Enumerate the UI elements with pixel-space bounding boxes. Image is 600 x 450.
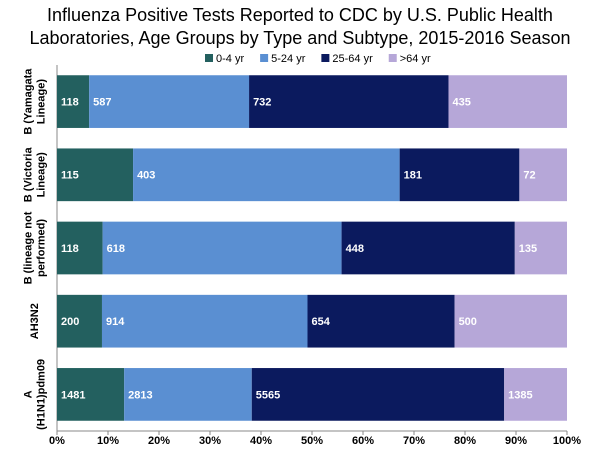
data-label: 403 — [137, 170, 155, 182]
data-label: 135 — [519, 243, 537, 255]
legend-swatch — [260, 54, 269, 62]
bar-segment — [124, 368, 252, 421]
data-label: 115 — [61, 170, 79, 182]
data-label: 1481 — [61, 389, 85, 401]
legend-label: 0-4 yr — [216, 53, 244, 65]
bar-segment — [519, 148, 567, 202]
data-label: 2813 — [128, 389, 152, 401]
data-label: 448 — [346, 243, 364, 255]
bar-segment — [133, 148, 400, 202]
data-label: 732 — [253, 97, 271, 109]
bar-segment — [249, 75, 449, 128]
x-tick-label: 80% — [454, 435, 476, 447]
data-label: 72 — [523, 170, 535, 182]
y-tick-label: A(H1N1)pdm09 — [22, 359, 47, 430]
bar-segment — [57, 294, 102, 348]
bar-segment — [101, 294, 308, 348]
data-label: 654 — [312, 316, 331, 328]
data-label: 618 — [107, 243, 125, 255]
bar-segment — [454, 294, 567, 348]
data-label: 118 — [61, 243, 79, 255]
bar-segment — [307, 294, 455, 348]
legend-label: 25-64 yr — [332, 53, 373, 65]
x-tick-label: 50% — [301, 435, 323, 447]
data-label: 118 — [61, 97, 79, 109]
bar-segment — [57, 221, 103, 275]
legend-swatch — [205, 54, 213, 62]
x-tick-label: 90% — [505, 435, 527, 447]
y-tick-label: B (YamagataLineage) — [22, 68, 47, 135]
bar-segment — [341, 221, 515, 275]
y-tick-label: AH3N2 — [29, 303, 41, 339]
chart-title: Influenza Positive Tests Reported to CDC… — [29, 5, 571, 48]
data-label: 1385 — [508, 389, 532, 401]
legend-label: 5-24 yr — [271, 53, 306, 65]
data-label: 587 — [93, 97, 111, 109]
legend-swatch — [321, 54, 330, 62]
data-label: 914 — [106, 316, 125, 328]
x-tick-label: 10% — [97, 435, 119, 447]
data-label: 5565 — [256, 389, 280, 401]
x-tick-label: 100% — [553, 435, 581, 447]
bar-segment — [57, 75, 90, 128]
data-label: 181 — [404, 170, 422, 182]
x-tick-label: 30% — [199, 435, 221, 447]
x-tick-label: 70% — [403, 435, 425, 447]
x-tick-label: 40% — [250, 435, 272, 447]
legend-label: >64 yr — [400, 53, 431, 65]
bar-segment — [251, 368, 505, 421]
bar-segment — [57, 148, 134, 202]
bar-segment — [102, 221, 342, 275]
y-tick-label: B (VictoriaLineage) — [22, 147, 47, 203]
bar-segment — [504, 368, 567, 421]
x-tick-label: 60% — [352, 435, 374, 447]
y-tick-label: B (lineage notperformed) — [22, 211, 47, 284]
data-label: 435 — [452, 97, 470, 109]
legend-swatch — [388, 54, 397, 62]
bar-segment — [448, 75, 567, 128]
x-tick-label: 20% — [148, 435, 170, 447]
bar-segment — [514, 221, 567, 275]
bar-segment — [399, 148, 520, 202]
bar-segment — [89, 75, 250, 128]
data-label: 500 — [459, 316, 477, 328]
bar-segment — [57, 368, 125, 421]
data-label: 200 — [61, 316, 79, 328]
x-tick-label: 0% — [49, 435, 65, 447]
